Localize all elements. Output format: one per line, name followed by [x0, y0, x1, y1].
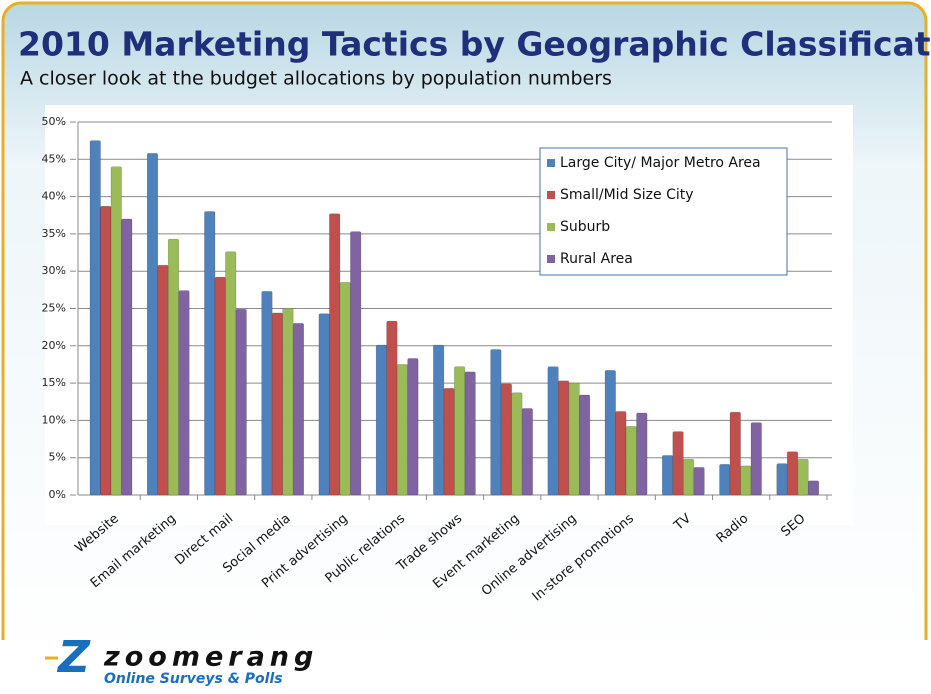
y-tick-label: 45% [42, 152, 66, 165]
logo-icon: Z [56, 632, 91, 683]
bar [579, 394, 591, 496]
legend-box [539, 147, 788, 276]
y-tick-label: 5% [49, 451, 66, 464]
bar [375, 344, 387, 496]
legend-label: Suburb [560, 219, 610, 235]
bar [146, 153, 159, 496]
y-tick-label: 0% [49, 488, 66, 501]
bar [604, 370, 616, 496]
bar [350, 231, 362, 496]
bar [407, 358, 419, 496]
bar [672, 431, 684, 496]
bar [547, 366, 559, 496]
y-tick-label: 10% [42, 413, 66, 426]
bar [225, 251, 237, 496]
bar [797, 458, 809, 496]
bar [558, 380, 570, 496]
bar [568, 382, 580, 496]
logo-name: zoomerang [103, 642, 318, 673]
legend-label: Small/Mid Size City [560, 187, 694, 203]
bar [282, 308, 294, 496]
bar [615, 411, 627, 496]
y-tick-label: 25% [42, 302, 66, 315]
legend-label: Large City/ Major Metro Area [560, 155, 761, 171]
bar [454, 366, 466, 496]
bar [261, 291, 273, 496]
logo-tagline: Online Surveys & Polls [104, 671, 283, 687]
y-tick-label: 40% [42, 190, 66, 203]
bar [807, 480, 820, 496]
bar [396, 364, 408, 496]
y-tick-label: 35% [42, 227, 66, 240]
bar [511, 392, 523, 496]
bar [786, 451, 799, 496]
bar [776, 463, 788, 496]
bar [490, 349, 502, 496]
bar [433, 344, 445, 496]
bar [464, 371, 476, 496]
footer-bg [0, 640, 931, 690]
bar [500, 383, 512, 496]
y-tick-label: 30% [42, 264, 66, 277]
legend-swatch [547, 223, 555, 231]
bar [235, 308, 247, 496]
bar [167, 238, 180, 496]
bar [110, 166, 122, 496]
bar [521, 408, 533, 496]
y-tick-label: 50% [42, 115, 66, 128]
bar [214, 276, 226, 496]
bar [329, 213, 341, 496]
legend-label: Rural Area [560, 251, 633, 267]
bar [292, 323, 304, 496]
bar [89, 140, 101, 496]
bar [662, 455, 674, 496]
bar [719, 464, 731, 496]
bar [740, 465, 752, 496]
chart-title: 2010 Marketing Tactics by Geographic Cla… [18, 25, 931, 64]
bar [100, 205, 112, 496]
legend-swatch [547, 191, 555, 199]
bar [121, 218, 133, 496]
bar [271, 312, 283, 496]
bar [386, 320, 398, 496]
bar [683, 458, 695, 496]
bar [729, 411, 741, 496]
bar [750, 422, 762, 496]
bar [339, 282, 351, 496]
y-tick-label: 20% [42, 339, 66, 352]
chart-subtitle: A closer look at the budget allocations … [20, 68, 612, 90]
bar [443, 388, 455, 496]
legend-swatch [547, 255, 555, 263]
bar [625, 426, 637, 496]
legend-swatch [547, 159, 555, 167]
y-tick-label: 15% [42, 376, 66, 389]
bar [318, 313, 330, 496]
bar [157, 264, 169, 496]
bar [178, 290, 190, 496]
bar [204, 211, 216, 496]
bar [636, 412, 648, 496]
bar [693, 467, 705, 496]
